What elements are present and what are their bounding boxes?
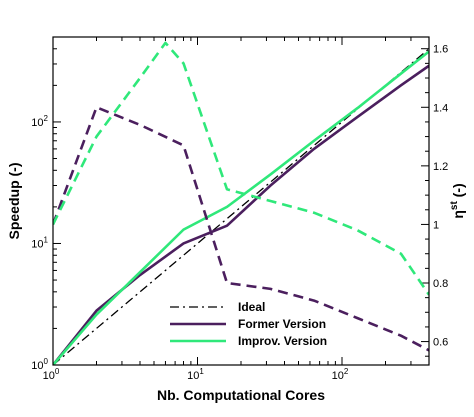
- x-tick-label: 102: [332, 367, 349, 382]
- y2-axis-title-sup: st: [449, 201, 460, 211]
- tick-marks: [52, 36, 430, 366]
- y2-axis-title: ηst (-): [449, 183, 466, 218]
- y2-axis-title-unit: (-): [450, 183, 466, 201]
- y2-tick-label: 1.2: [433, 161, 448, 173]
- y-tick-label: 101: [31, 235, 48, 250]
- y-axis-title: Speedup (-): [6, 163, 22, 240]
- y2-tick-label: 1.4: [433, 102, 448, 114]
- improv-version-line: [53, 50, 429, 365]
- legend: Ideal Former Version Improv. Version: [170, 300, 327, 348]
- svg-text:ηst (-): ηst (-): [449, 183, 466, 218]
- y2-tick-label: 0.8: [433, 278, 448, 290]
- y-tick-label: 100: [31, 357, 48, 372]
- legend-label: Former Version: [238, 317, 326, 331]
- y2-axis-title-eta: η: [450, 210, 466, 219]
- x-tick-label: 101: [187, 367, 204, 382]
- legend-label: Ideal: [238, 300, 265, 314]
- tick-labels: 100 101 102 100 101 102 0.6 0.8 1 1.2 1.4 1.6: [31, 44, 448, 382]
- x-axis-title: Nb. Computational Cores: [157, 387, 325, 403]
- plot-frame: [52, 36, 430, 366]
- y-tick-label: 102: [31, 114, 48, 129]
- efficiency-3-line: [53, 105, 429, 352]
- efficiency-4-line: [53, 41, 429, 296]
- legend-label: Improv. Version: [238, 334, 327, 348]
- ideal-line: [53, 48, 429, 365]
- y2-tick-label: 1: [433, 219, 439, 231]
- y2-tick-label: 0.6: [433, 337, 448, 349]
- y2-tick-label: 1.6: [433, 44, 448, 56]
- series-layer: [53, 41, 429, 365]
- x-tick-label: 100: [43, 367, 60, 382]
